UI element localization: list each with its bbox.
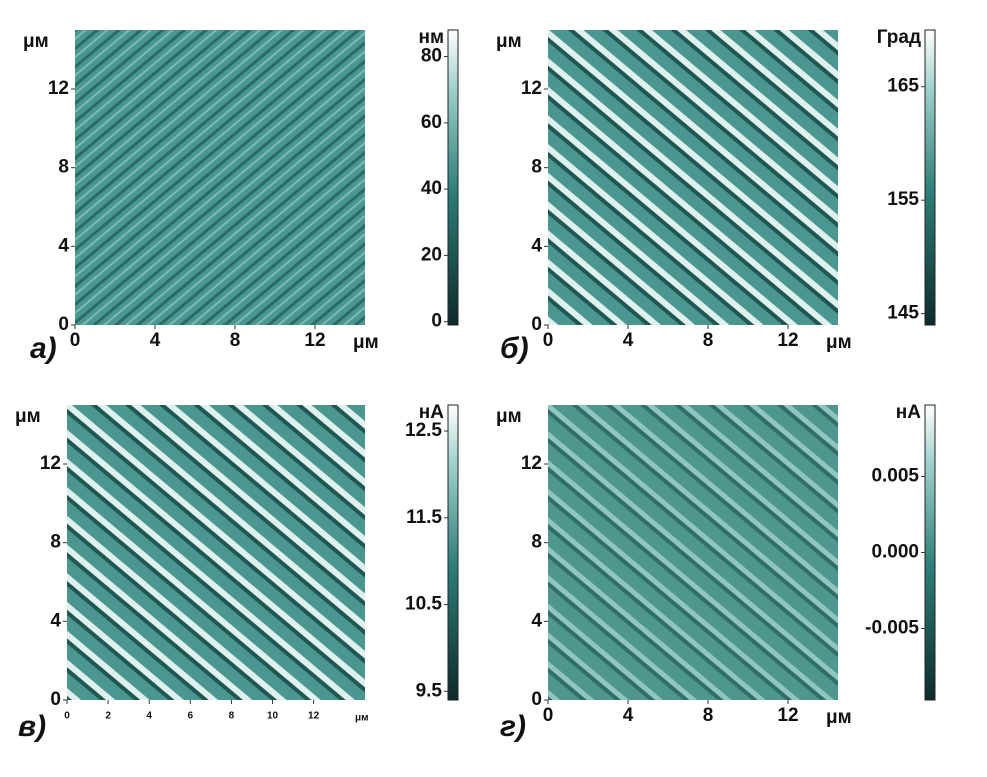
y-tick-label: 0 [58, 314, 69, 335]
colorbar-tick-label: 12.5 [405, 420, 442, 441]
colorbar-tick-label: 145 [887, 303, 919, 324]
y-axis-unit: μм [496, 31, 522, 52]
colorbar-tick-label: 9.5 [416, 680, 443, 701]
colorbar [447, 29, 459, 326]
colorbar-tick-label: 40 [421, 178, 442, 199]
colorbar [924, 29, 936, 326]
x-tick-label: 0 [64, 711, 70, 722]
colorbar-tick-label: 155 [887, 189, 919, 210]
panel-label: б) [500, 332, 529, 365]
colorbar-tick-label: -0.005 [865, 618, 919, 639]
colorbar-tick-label: 80 [421, 46, 442, 67]
x-tick-label: 10 [267, 711, 279, 722]
colorbar-tick-label: 20 [421, 244, 442, 265]
colorbar-tick-label: 0.000 [871, 542, 919, 563]
colorbar-tick-label: 0.005 [871, 465, 919, 486]
y-axis-unit: μм [23, 31, 49, 52]
panel-label: г) [500, 710, 526, 743]
y-tick-label: 12 [521, 453, 542, 474]
y-tick-label: 4 [58, 235, 69, 256]
y-tick-label: 0 [531, 314, 542, 335]
y-tick-label: 0 [531, 689, 542, 710]
panel-label: в) [18, 710, 46, 743]
x-axis-unit: μм [826, 707, 852, 728]
y-tick-label: 12 [521, 78, 542, 99]
y-tick-label: 12 [48, 78, 69, 99]
x-tick-label: 4 [150, 330, 161, 351]
x-tick-label: 12 [308, 711, 320, 722]
scan-image [67, 405, 365, 700]
y-tick-label: 8 [50, 532, 61, 553]
y-tick-label: 8 [531, 157, 542, 178]
x-tick-label: 8 [230, 330, 241, 351]
x-tick-label: 6 [188, 711, 194, 722]
x-tick-label: 8 [703, 705, 714, 726]
x-tick-label: 8 [703, 330, 714, 351]
colorbar [924, 404, 936, 701]
scan-image [548, 405, 838, 700]
colorbar-tick-label: 60 [421, 112, 442, 133]
x-tick-label: 12 [304, 330, 325, 351]
scan-image [548, 30, 838, 325]
panel-label: а) [30, 332, 57, 365]
y-tick-label: 0 [50, 689, 61, 710]
x-tick-label: 0 [70, 330, 81, 351]
colorbar-tick-label: 11.5 [406, 507, 442, 528]
colorbar-label: Град [877, 27, 921, 48]
x-tick-label: 4 [623, 330, 634, 351]
x-tick-label: 0 [543, 330, 554, 351]
y-tick-label: 12 [40, 453, 61, 474]
y-axis-unit: μм [496, 406, 522, 427]
scan-image [75, 30, 365, 325]
colorbar-label: нА [896, 402, 921, 423]
x-tick-label: 12 [777, 705, 798, 726]
x-axis-unit: μм [353, 332, 379, 353]
colorbar-label: нм [418, 27, 444, 48]
x-tick-label: 4 [146, 711, 152, 722]
y-tick-label: 8 [58, 157, 69, 178]
x-tick-label: 4 [623, 705, 634, 726]
x-axis-unit: μм [355, 713, 369, 724]
x-tick-label: 2 [105, 711, 111, 722]
x-axis-unit: μм [826, 332, 852, 353]
x-tick-label: 12 [777, 330, 798, 351]
y-tick-label: 4 [531, 610, 542, 631]
y-tick-label: 8 [531, 532, 542, 553]
x-tick-label: 8 [229, 711, 235, 722]
colorbar-tick-label: 0 [431, 311, 442, 332]
colorbar-tick-label: 10.5 [405, 594, 442, 615]
y-tick-label: 4 [50, 610, 61, 631]
colorbar-tick-label: 165 [887, 76, 919, 97]
y-tick-label: 4 [531, 235, 542, 256]
y-axis-unit: μм [15, 406, 41, 427]
colorbar [447, 404, 459, 701]
x-tick-label: 0 [543, 705, 554, 726]
colorbar-label: нА [419, 402, 444, 423]
